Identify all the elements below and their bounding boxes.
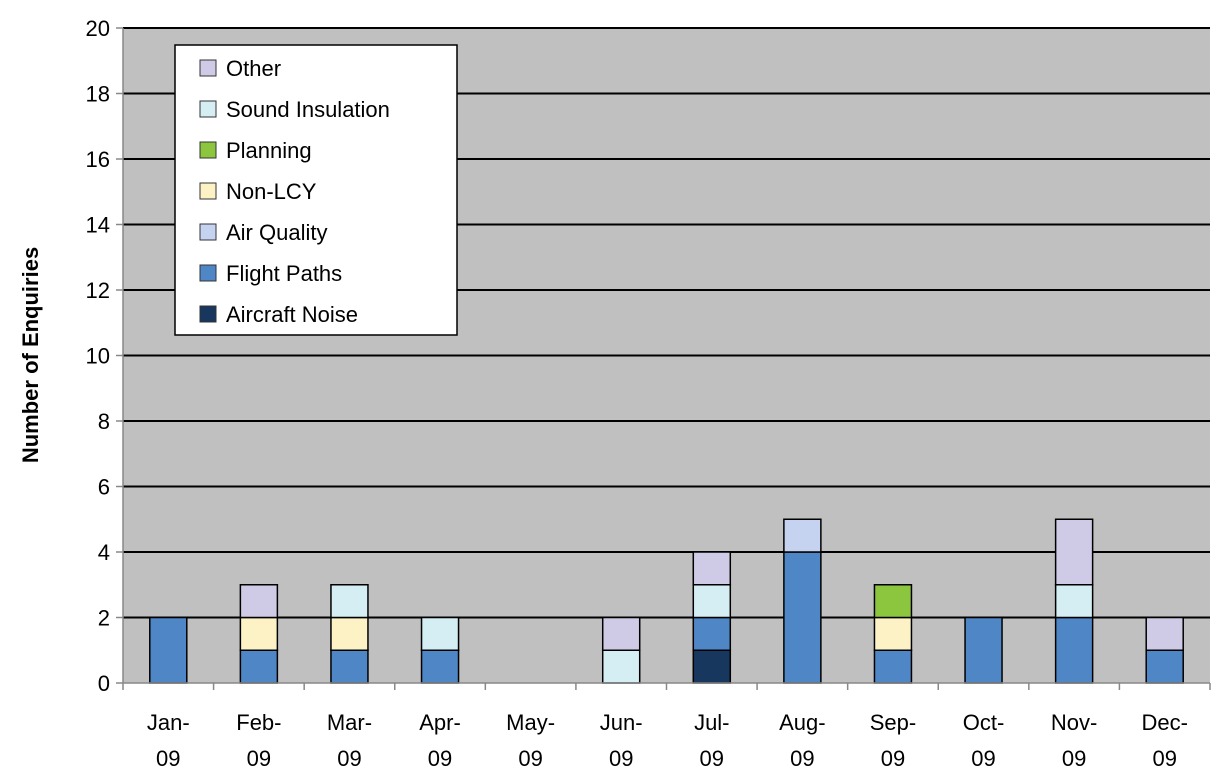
- bar-segment-flight-paths: [873, 649, 913, 684]
- y-axis-label: Number of Enquiries: [18, 247, 43, 463]
- bar-segment-other: [239, 584, 279, 619]
- bar-segment-flight-paths: [330, 649, 369, 684]
- legend-label: Sound Insulation: [226, 97, 390, 122]
- bar-segment-flight-paths: [1145, 649, 1184, 684]
- legend-swatch: [199, 141, 217, 159]
- x-tick-label: Dec-: [1141, 710, 1187, 735]
- bar-segment-other: [692, 551, 732, 586]
- x-tick-label: 09: [971, 746, 995, 771]
- x-tick-label: 09: [1062, 746, 1086, 771]
- axes: [116, 27, 1211, 690]
- bar-segment-non-lcy: [873, 616, 913, 651]
- x-tick-label: 09: [337, 746, 361, 771]
- x-tick-label: 09: [518, 746, 542, 771]
- bar-segment-sound-insulation: [330, 584, 369, 619]
- y-tick-label: 8: [98, 409, 110, 434]
- x-tick-label: Oct-: [963, 710, 1005, 735]
- y-tick-label: 20: [86, 16, 110, 41]
- y-tick-label: 12: [86, 278, 110, 303]
- bar-segment-other: [1145, 616, 1184, 651]
- legend-label: Aircraft Noise: [226, 302, 358, 327]
- bar-segment-flight-paths: [692, 616, 732, 651]
- legend-swatch: [199, 59, 217, 77]
- y-tick-label: 4: [98, 540, 110, 565]
- x-tick-label: 09: [881, 746, 905, 771]
- x-tick-label: Mar-: [327, 710, 372, 735]
- y-tick-label: 2: [98, 606, 110, 631]
- x-tick-label: May-: [506, 710, 555, 735]
- legend-box: [174, 44, 458, 336]
- bars: [149, 518, 1184, 684]
- legend: Other Sound Insulation Planning Non-LCY Air …: [174, 44, 458, 336]
- bar-segment-planning: [873, 584, 913, 619]
- legend-swatch: [199, 100, 217, 118]
- x-tick-label: Feb-: [236, 710, 281, 735]
- x-tick-label: 09: [156, 746, 180, 771]
- x-tick-label: 09: [700, 746, 724, 771]
- x-tick-label: 09: [428, 746, 452, 771]
- legend-label: Non-LCY: [226, 179, 317, 204]
- y-tick-label: 10: [86, 344, 110, 369]
- bar-segment-non-lcy: [239, 616, 279, 651]
- y-tick-label: 16: [86, 147, 110, 172]
- bar-segment-non-lcy: [330, 616, 369, 651]
- x-tick-label: Sep-: [870, 710, 916, 735]
- bar-segment-flight-paths: [964, 616, 1003, 684]
- y-tick-labels: 0 2 4 6 8 10 12 14 16 18 20: [86, 16, 110, 696]
- bar-segment-flight-paths: [783, 551, 822, 684]
- x-tick-label: 09: [247, 746, 271, 771]
- y-tick-label: 6: [98, 475, 110, 500]
- bar-segment-flight-paths: [149, 616, 188, 684]
- bar-segment-sound-insulation: [601, 649, 641, 684]
- x-tick-label: 09: [790, 746, 814, 771]
- legend-swatch: [199, 223, 217, 241]
- bar-segment-flight-paths: [420, 649, 460, 684]
- legend-swatch: [199, 305, 217, 323]
- legend-label: Other: [226, 56, 281, 81]
- x-tick-label: Nov-: [1051, 710, 1097, 735]
- x-tick-label: 09: [609, 746, 633, 771]
- x-tick-label: 09: [1152, 746, 1176, 771]
- bar-segment-sound-insulation: [420, 616, 460, 651]
- bar-segment-flight-paths: [239, 649, 279, 684]
- bar-segment-sound-insulation: [1054, 584, 1094, 619]
- bar-segment-other: [1054, 518, 1094, 586]
- legend-label: Planning: [226, 138, 312, 163]
- y-tick-label: 0: [98, 671, 110, 696]
- x-tick-labels: Jan- 09 Feb- 09 Mar- 09 Apr- 09 May- 09 Jun- 09 Jul-…: [147, 710, 1188, 771]
- y-tick-label: 18: [86, 82, 110, 107]
- legend-label: Air Quality: [226, 220, 327, 245]
- x-tick-label: Jun-: [600, 710, 643, 735]
- bar-segment-sound-insulation: [692, 584, 732, 619]
- bar-segment-flight-paths: [1054, 616, 1094, 684]
- legend-swatch: [199, 264, 217, 282]
- x-tick-label: Aug-: [779, 710, 825, 735]
- bar-segment-aircraft-noise: [692, 649, 732, 684]
- legend-swatch: [199, 182, 217, 200]
- x-tick-label: Jul-: [694, 710, 729, 735]
- x-tick-label: Jan-: [147, 710, 190, 735]
- bar-segment-air-quality: [783, 518, 822, 553]
- legend-label: Flight Paths: [226, 261, 342, 286]
- x-tick-label: Apr-: [419, 710, 461, 735]
- bar-segment-other: [601, 616, 641, 651]
- y-tick-label: 14: [86, 213, 110, 238]
